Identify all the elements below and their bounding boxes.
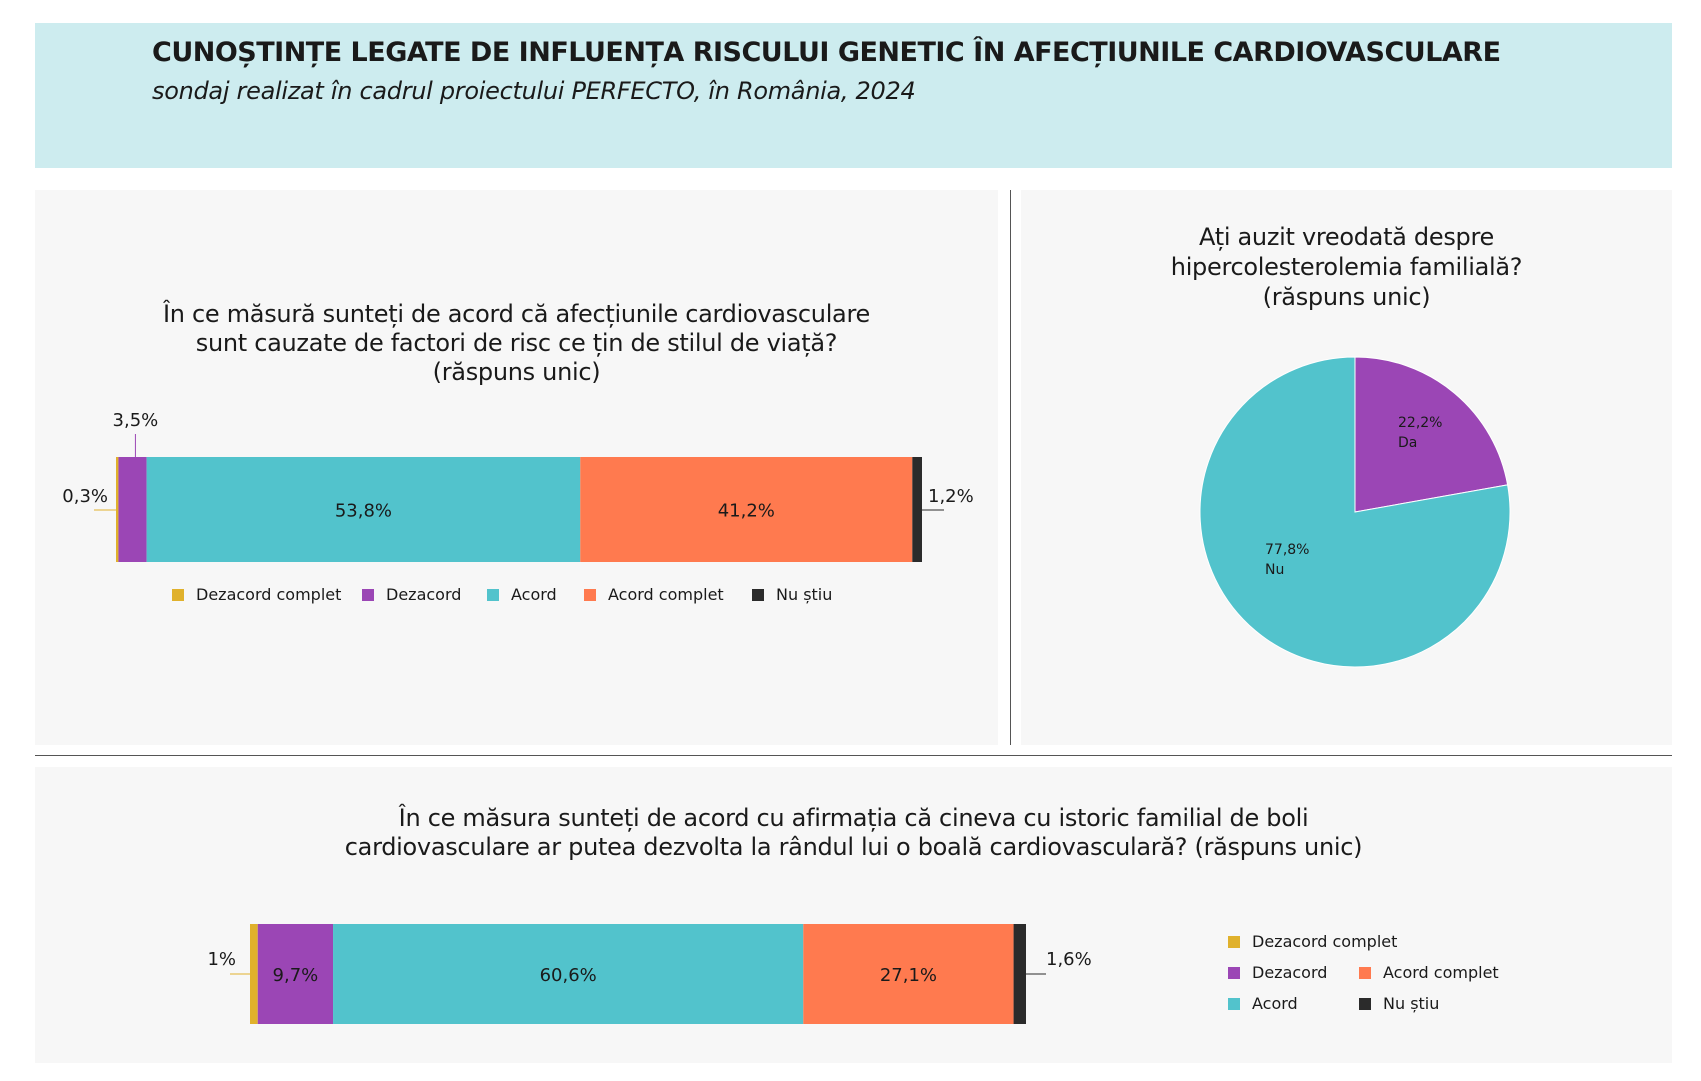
- chart2-pie: 22,2% Da 77,8% Nu: [1199, 356, 1511, 668]
- chart3-label-acord-complet: 27,1%: [880, 965, 937, 986]
- chart3-bar-acord: [333, 924, 804, 1024]
- chart1-label-acord: 53,8%: [335, 501, 392, 522]
- chart3-legend-swatch-nu-stiu: [1359, 997, 1371, 1010]
- chart1-legend-swatch-dezacord-complet: [172, 588, 184, 601]
- chart1-title-line1: În ce măsură sunteți de acord că afecțiu…: [163, 300, 870, 328]
- chart1-bar-acord: [146, 457, 581, 562]
- chart3-legend-item-dezacord: Dezacord: [1228, 963, 1327, 982]
- chart1-legend-swatch-acord: [487, 588, 499, 601]
- chart3-legend-label-nu-stiu: Nu știu: [1383, 994, 1440, 1013]
- chart3-legend-label-acord: Acord: [1252, 994, 1298, 1013]
- chart1-legend-item-dezacord-complet: Dezacord complet: [172, 585, 341, 604]
- chart1-legend-item-nu-stiu: Nu știu: [752, 585, 832, 604]
- chart1-label-acord-complet: 41,2%: [718, 501, 775, 522]
- chart1-legend-label-acord: Acord: [511, 585, 557, 604]
- chart1-legend-label-nu-stiu: Nu știu: [776, 585, 833, 604]
- chart1-legend-label-acord-complet: Acord complet: [608, 585, 724, 604]
- page-subtitle: sondaj realizat în cadrul proiectului PE…: [152, 77, 916, 105]
- chart2-title: Ați auzit vreodată despre hipercolestero…: [1021, 222, 1672, 312]
- chart1-legend-item-dezacord: Dezacord: [362, 585, 461, 604]
- chart1-stacked-bar: 0,3% 3,5% 53,8% 41,2% 1,2%: [62, 410, 974, 562]
- chart1-label-dezacord: 3,5%: [113, 410, 159, 431]
- chart1-legend-swatch-acord-complet: [584, 588, 596, 601]
- chart2-title-line3: (răspuns unic): [1262, 283, 1431, 311]
- chart1-legend-label-dezacord-complet: Dezacord complet: [196, 585, 342, 604]
- page-title: CUNOȘTINȚE LEGATE DE INFLUENȚA RISCULUI …: [152, 37, 1501, 68]
- chart3-label-nu-stiu: 1,6%: [1046, 949, 1092, 970]
- chart1-legend-item-acord-complet: Acord complet: [584, 585, 724, 604]
- chart3-legend-label-dezacord-complet: Dezacord complet: [1252, 932, 1398, 951]
- chart3-label-acord: 60,6%: [540, 965, 597, 986]
- chart2-name-da: Da: [1398, 435, 1417, 451]
- chart3-title-line1: În ce măsura sunteți de acord cu afirmaț…: [398, 804, 1309, 832]
- chart3-legend-swatch-acord-complet: [1359, 966, 1371, 979]
- chart2-name-nu: Nu: [1265, 562, 1284, 578]
- chart3-legend-item-acord: Acord: [1228, 994, 1298, 1013]
- chart3-legend-label-dezacord: Dezacord: [1252, 963, 1328, 982]
- chart1-legend-swatch-dezacord: [362, 588, 374, 601]
- chart1-title-line2: sunt cauzate de factori de risc ce țin d…: [195, 329, 838, 357]
- chart1-label-dezacord-complet: 0,3%: [62, 486, 108, 507]
- chart3-bar-nu-stiu: [1013, 924, 1026, 1024]
- horizontal-divider: [35, 755, 1672, 756]
- chart3-bar-acord-complet: [803, 924, 1014, 1024]
- chart3-legend-swatch-dezacord-complet: [1228, 935, 1240, 948]
- chart3-title-line2: cardiovasculare ar putea dezvolta la rân…: [344, 833, 1363, 861]
- chart1-label-nu-stiu: 1,2%: [928, 486, 974, 507]
- chart3-title: În ce măsura sunteți de acord cu afirmaț…: [35, 804, 1672, 862]
- chart1-legend-label-dezacord: Dezacord: [386, 585, 462, 604]
- chart3-legend-item-acord-complet: Acord complet: [1359, 963, 1499, 982]
- chart1-bar-acord-complet: [580, 457, 913, 562]
- chart2-title-line1: Ați auzit vreodată despre: [1199, 223, 1494, 251]
- chart1-legend-swatch-nu-stiu: [752, 588, 764, 601]
- chart3-legend-item-dezacord-complet: Dezacord complet: [1228, 932, 1397, 951]
- chart2-value-nu: 77,8%: [1265, 542, 1309, 558]
- chart3-stacked-bar: 1% 9,7% 60,6% 27,1% 1,6%: [207, 924, 1092, 1024]
- chart1-bar-dezacord: [118, 457, 147, 562]
- chart2-value-da: 22,2%: [1398, 415, 1442, 431]
- header-banner: [35, 23, 1672, 168]
- chart1-bar-dezacord-complet: [116, 457, 119, 562]
- chart3-legend-label-acord-complet: Acord complet: [1383, 963, 1499, 982]
- chart3-label-dezacord: 9,7%: [273, 965, 319, 986]
- chart3-legend-swatch-dezacord: [1228, 966, 1240, 979]
- vertical-divider: [1010, 190, 1011, 745]
- chart2-title-line2: hipercolesterolemia familială?: [1170, 253, 1523, 281]
- chart1-title-line3: (răspuns unic): [432, 358, 601, 386]
- chart2-slice-nu: [1199, 356, 1511, 668]
- chart3-bar-dezacord-complet: [250, 924, 258, 1024]
- chart1-title: În ce măsură sunteți de acord că afecțiu…: [35, 300, 998, 387]
- chart3-legend-swatch-acord: [1228, 997, 1240, 1010]
- chart3-legend-item-nu-stiu: Nu știu: [1359, 994, 1439, 1013]
- chart2-slice-da: [1354, 356, 1509, 513]
- chart1-legend-item-acord: Acord: [487, 585, 557, 604]
- chart3-bar-dezacord: [257, 924, 334, 1024]
- chart3-label-dezacord-complet: 1%: [207, 949, 236, 970]
- chart1-bar-nu-stiu: [912, 457, 922, 562]
